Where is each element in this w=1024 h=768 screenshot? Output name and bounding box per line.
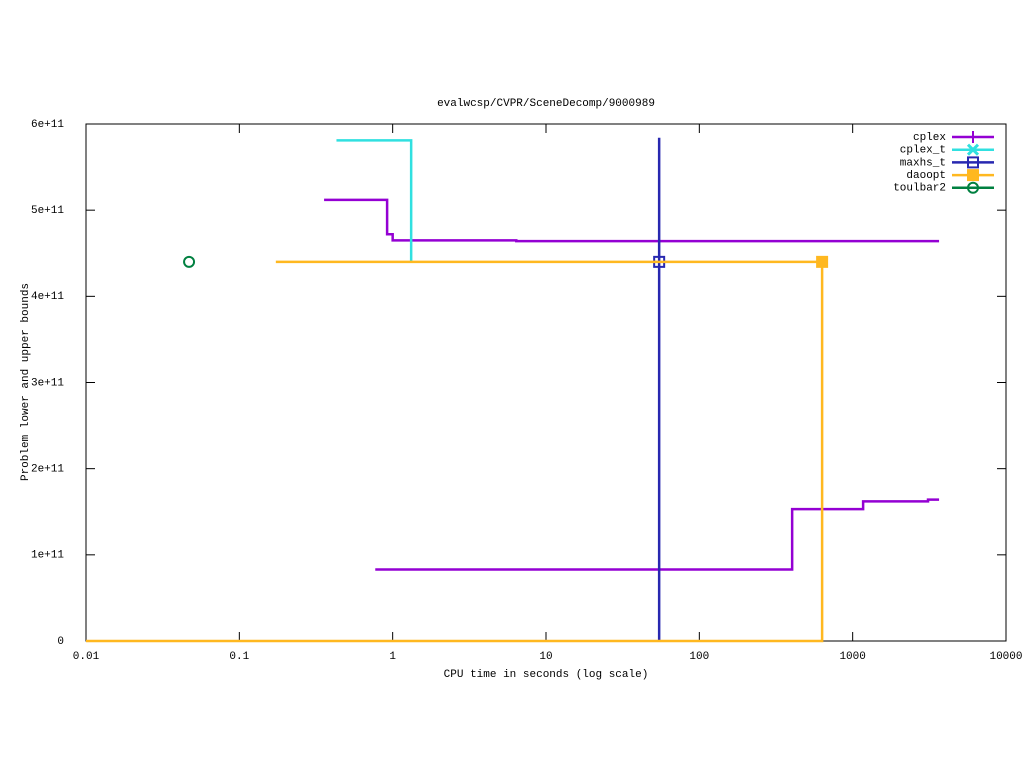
legend-label: toulbar2	[893, 183, 946, 195]
legend-marker	[966, 143, 980, 156]
legend-marker	[967, 169, 979, 182]
x-tick-label: 10000	[989, 651, 1022, 663]
x-tick-label: 10	[539, 651, 552, 663]
y-tick-label: 5e+11	[31, 205, 64, 217]
x-tick-label: 1	[389, 651, 396, 663]
chart-title: evalwcsp/CVPR/SceneDecomp/9000989	[437, 98, 655, 110]
y-tick-label: 4e+11	[31, 291, 64, 303]
x-tick-label: 0.01	[73, 651, 100, 663]
series-line	[324, 198, 940, 571]
legend-label: cplex_t	[900, 145, 946, 157]
legend-marker	[967, 181, 979, 194]
data-point	[183, 255, 196, 268]
x-tick-label: 100	[689, 651, 709, 663]
x-tick-label: 0.1	[229, 651, 249, 663]
legend-label: maxhs_t	[900, 157, 946, 169]
y-tick-label: 3e+11	[31, 377, 64, 389]
legend-label: daoopt	[906, 170, 946, 182]
y-tick-label: 1e+11	[31, 550, 64, 562]
legend-label: cplex	[913, 132, 946, 144]
x-tick-label: 1000	[839, 651, 865, 663]
series-line	[86, 260, 824, 643]
legend-marker	[967, 156, 979, 169]
x-axis-label: CPU time in seconds (log scale)	[444, 669, 649, 681]
data-point	[816, 255, 829, 268]
plot-frame	[85, 123, 1007, 642]
series-line	[336, 139, 413, 262]
y-tick-label: 6e+11	[31, 119, 64, 131]
y-axis-label: Problem lower and upper bounds	[20, 283, 32, 481]
y-tick-label: 0	[57, 636, 64, 648]
legend-marker	[967, 131, 979, 143]
y-tick-label: 2e+11	[31, 464, 64, 476]
